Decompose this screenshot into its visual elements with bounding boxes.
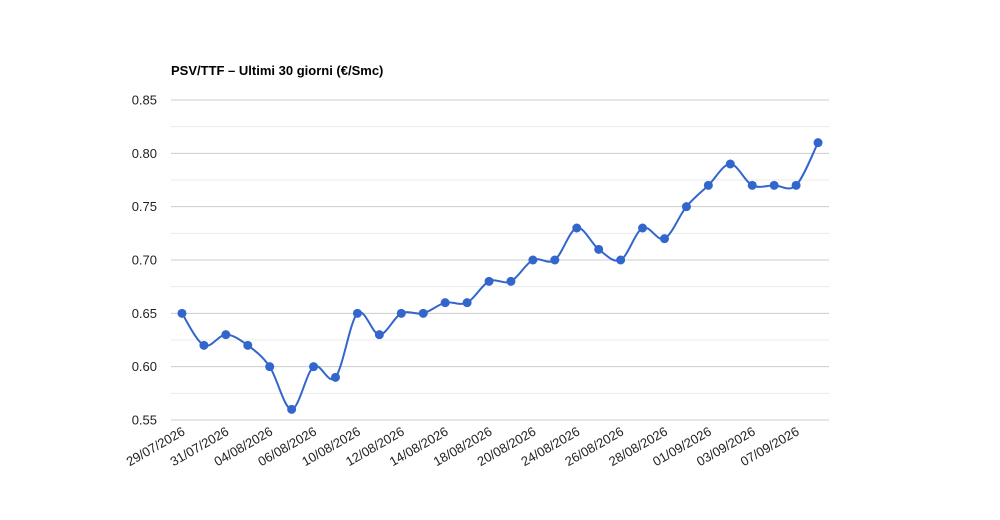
- point: [243, 340, 253, 350]
- point: [550, 255, 560, 265]
- point: [265, 362, 275, 372]
- point: [396, 308, 406, 318]
- y-tick-label: 0.80: [132, 146, 157, 161]
- y-tick-label: 0.55: [132, 413, 157, 428]
- point: [703, 180, 713, 190]
- y-tick-label: 0.85: [132, 93, 157, 108]
- y-tick-label: 0.65: [132, 306, 157, 321]
- point: [725, 159, 735, 169]
- y-tick-label: 0.70: [132, 253, 157, 268]
- point: [221, 330, 231, 340]
- point: [747, 180, 757, 190]
- point: [791, 180, 801, 190]
- point: [616, 255, 626, 265]
- point: [418, 308, 428, 318]
- line: [181, 142, 819, 411]
- point: [462, 298, 472, 308]
- point: [638, 223, 648, 233]
- point: [813, 138, 823, 148]
- point: [177, 308, 187, 318]
- chart-title: PSV/TTF – Ultimi 30 giorni (€/Smc): [171, 63, 383, 78]
- point: [287, 404, 297, 414]
- y-tick-label: 0.75: [132, 199, 157, 214]
- y-tick-label: 0.60: [132, 359, 157, 374]
- point: [594, 244, 604, 254]
- point: [769, 180, 779, 190]
- point: [352, 308, 362, 318]
- point: [199, 340, 209, 350]
- point: [660, 234, 669, 244]
- point: [528, 255, 538, 265]
- point: [309, 362, 319, 372]
- point: [374, 330, 384, 340]
- point: [484, 276, 494, 286]
- point: [506, 276, 516, 286]
- point: [331, 372, 340, 382]
- point: [440, 298, 450, 308]
- point: [572, 223, 582, 233]
- point: [681, 202, 691, 212]
